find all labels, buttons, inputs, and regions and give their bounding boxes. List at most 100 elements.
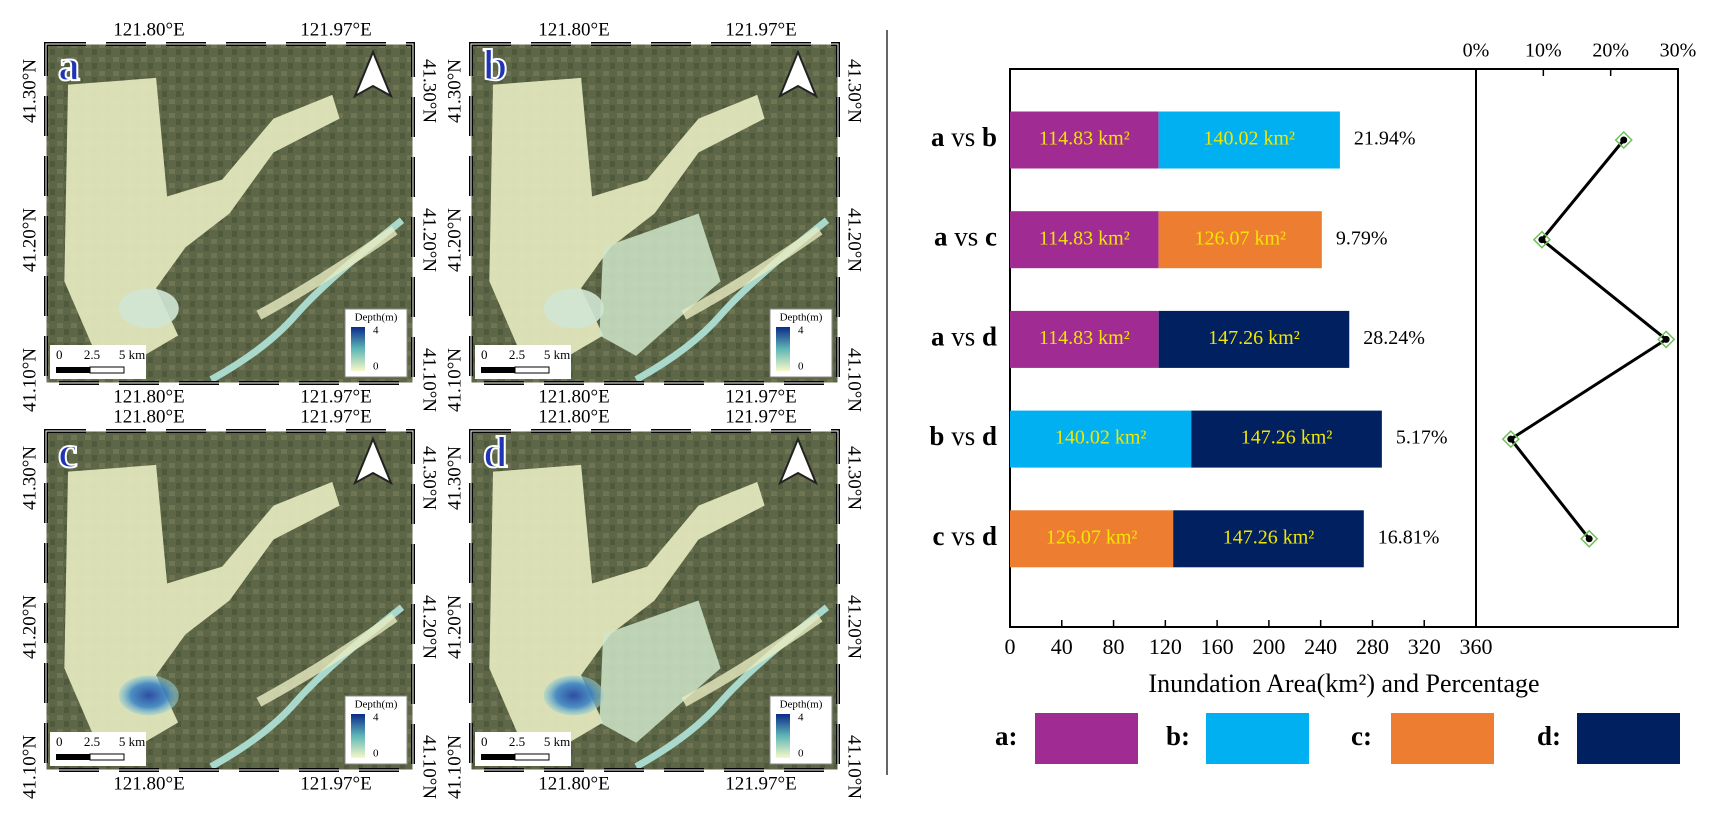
x-tick-label: 280 [1356, 634, 1389, 659]
map-frame-inner [470, 430, 839, 771]
legend-label: c: [1351, 721, 1372, 751]
lat-label: 41.30°N [19, 446, 40, 510]
depth-tick: 4 [373, 325, 379, 337]
category-label: a vs b [931, 122, 997, 152]
scale-label: 5 km [544, 347, 570, 362]
bar-segment [1158, 211, 1322, 269]
bar-segment [1010, 211, 1159, 269]
depth-colorbar [351, 714, 365, 758]
depth-center [118, 288, 179, 329]
depth-tick: 0 [798, 361, 804, 373]
x-axis-label: Inundation Area(km²) and Percentage [1148, 669, 1539, 698]
x-tick-label: 200 [1252, 634, 1285, 659]
scale-bar [514, 753, 550, 761]
bar-label: 147.26 km² [1223, 526, 1315, 548]
lat-label: 41.20°N [419, 208, 440, 272]
depth-tick: 4 [798, 712, 804, 724]
scale-label: 0 [56, 734, 63, 749]
x2-tick-label: 10% [1525, 40, 1562, 62]
flood-area [489, 77, 765, 360]
lon-label: 121.97°E [725, 386, 796, 407]
legend-swatch [1206, 713, 1309, 764]
legend-swatch [1577, 713, 1680, 764]
lat-label: 41.10°N [844, 348, 865, 412]
percent-label: 9.79% [1336, 227, 1388, 249]
lat-label: 41.20°N [444, 595, 465, 659]
percent-marker [1657, 330, 1676, 349]
percent-point [1620, 136, 1628, 144]
lon-label: 121.80°E [113, 773, 184, 794]
lat-label: 41.20°N [19, 595, 40, 659]
lat-label: 41.30°N [419, 59, 440, 123]
percent-point [1662, 335, 1670, 343]
scale-bar [56, 367, 90, 373]
panel-letter: c [58, 428, 78, 477]
bar-segment [1010, 111, 1159, 169]
flood-strip [681, 613, 823, 707]
percent-marker [1580, 529, 1599, 548]
scale-bar [56, 754, 90, 760]
lat-label: 41.10°N [419, 735, 440, 799]
legend-label: b: [1166, 721, 1190, 751]
lon-label: 121.80°E [538, 406, 609, 427]
depth-tick: 0 [373, 748, 379, 760]
depth-colorbar [351, 327, 365, 371]
x-tick-label: 40 [1051, 634, 1073, 659]
map-frame-inner [45, 43, 414, 384]
flood-area [599, 600, 721, 743]
percent-label: 21.94% [1354, 128, 1416, 150]
flood-area [64, 464, 340, 747]
percent-marker [1501, 430, 1520, 449]
bar-segment [1191, 410, 1382, 468]
category-label: b vs d [929, 421, 997, 451]
scale-bar [481, 367, 515, 373]
percent-marker [1532, 230, 1551, 249]
north-arrow [352, 436, 394, 486]
bar-label: 114.83 km² [1039, 327, 1130, 349]
bar-segment [1173, 510, 1364, 568]
lat-label: 41.10°N [19, 735, 40, 799]
x2-tick-label: 20% [1592, 40, 1629, 62]
map-frame-inner [45, 430, 414, 771]
lon-label: 121.80°E [113, 406, 184, 427]
lat-label: 41.10°N [444, 348, 465, 412]
lat-label: 41.20°N [844, 208, 865, 272]
lon-label: 121.97°E [300, 773, 371, 794]
lon-label: 121.97°E [300, 406, 371, 427]
bar-segment [1158, 111, 1340, 169]
lat-label: 41.30°N [419, 446, 440, 510]
depth-colorbar [776, 327, 790, 371]
lat-label: 41.20°N [419, 595, 440, 659]
bar-label: 147.26 km² [1208, 327, 1300, 349]
north-arrow [777, 49, 819, 99]
north-arrow [777, 436, 819, 486]
legend-swatch [1391, 713, 1494, 764]
lat-label: 41.20°N [844, 595, 865, 659]
category-label: a vs c [934, 222, 997, 252]
bar-label: 114.83 km² [1039, 128, 1130, 150]
panel-letter: a [58, 41, 80, 90]
bar-label: 140.02 km² [1055, 427, 1147, 449]
flood-area [64, 77, 340, 360]
lon-label: 121.97°E [300, 19, 371, 40]
lat-label: 41.10°N [844, 735, 865, 799]
scale-label: 0 [56, 347, 63, 362]
percent-point [1507, 435, 1515, 443]
lon-label: 121.80°E [538, 19, 609, 40]
lat-label: 41.20°N [444, 208, 465, 272]
depth-tick: 0 [373, 361, 379, 373]
bar-label: 147.26 km² [1241, 427, 1333, 449]
scale-label: 2.5 [509, 347, 525, 362]
scale-label: 5 km [544, 734, 570, 749]
depth-legend-title: Depth(m) [780, 699, 823, 711]
panel-letter: d [483, 428, 507, 477]
x-tick-label: 240 [1304, 634, 1337, 659]
depth-colorbar [776, 714, 790, 758]
north-arrow [352, 49, 394, 99]
depth-legend-title: Depth(m) [355, 699, 398, 711]
x-tick-label: 0 [1005, 634, 1016, 659]
lat-label: 41.10°N [419, 348, 440, 412]
depth-center [118, 675, 179, 716]
bar-label: 126.07 km² [1194, 227, 1286, 249]
